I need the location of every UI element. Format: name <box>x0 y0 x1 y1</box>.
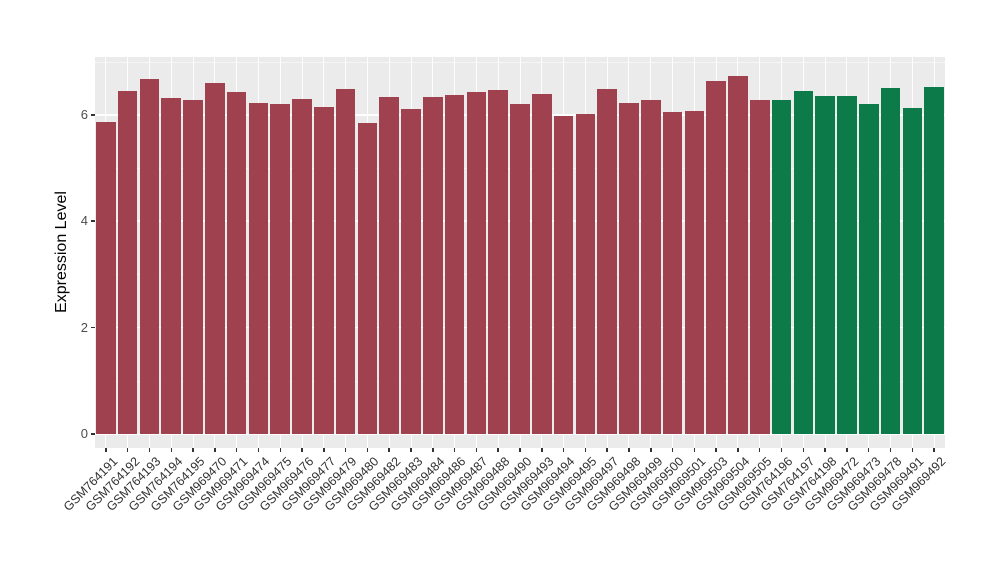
x-tick-mark <box>889 448 892 452</box>
bar <box>531 93 552 434</box>
x-tick-mark <box>148 448 151 452</box>
bar <box>684 110 705 434</box>
bar <box>96 121 116 434</box>
x-tick-mark <box>432 448 434 452</box>
x-tick-mark <box>541 448 543 452</box>
bar <box>662 112 683 434</box>
bar <box>640 99 661 434</box>
bar <box>880 88 901 434</box>
x-tick-mark <box>497 448 499 452</box>
bar <box>510 104 530 434</box>
x-tick-mark <box>323 448 325 452</box>
bar <box>488 89 508 434</box>
gridline-minor <box>95 61 945 63</box>
bar <box>749 99 770 434</box>
bar <box>858 104 879 434</box>
bar <box>902 108 923 434</box>
x-tick-mark <box>846 448 848 452</box>
x-tick-mark <box>519 448 521 452</box>
x-tick-mark <box>344 448 347 452</box>
x-tick-mark <box>192 448 194 452</box>
x-tick-mark <box>650 448 652 452</box>
y-tick-label: 0 <box>80 426 88 441</box>
x-tick-mark <box>584 448 587 452</box>
bar <box>292 98 312 434</box>
y-tick-label: 2 <box>80 319 88 335</box>
bar <box>728 76 748 434</box>
plot-panel <box>95 57 945 448</box>
bar <box>226 92 247 434</box>
x-tick-mark <box>475 448 478 452</box>
bar <box>248 102 269 434</box>
x-tick-mark <box>933 448 935 452</box>
x-tick-mark <box>388 448 390 452</box>
x-tick-mark <box>214 448 216 452</box>
bar <box>205 82 225 434</box>
gridline-major <box>95 433 945 435</box>
bar <box>466 92 487 434</box>
bar <box>553 115 574 434</box>
x-tick-mark <box>671 448 674 452</box>
y-tick-mark <box>91 326 95 329</box>
y-tick-mark <box>91 433 95 435</box>
x-tick-mark <box>453 448 456 452</box>
bar <box>379 97 400 434</box>
bar <box>619 103 639 434</box>
x-tick-mark <box>126 448 129 452</box>
bar <box>139 79 160 434</box>
bar <box>444 95 465 434</box>
bar <box>401 109 421 434</box>
x-tick-mark <box>366 448 369 452</box>
bar <box>270 104 291 434</box>
bar <box>423 97 443 434</box>
x-tick-mark <box>737 448 739 452</box>
x-tick-mark <box>410 448 412 452</box>
y-axis-title: Expression Level <box>53 191 70 313</box>
y-tick-label: 4 <box>80 213 88 229</box>
bar <box>793 90 814 434</box>
x-tick-mark <box>758 448 761 452</box>
y-tick-label: 6 <box>80 106 88 122</box>
x-tick-mark <box>867 448 870 452</box>
y-tick-mark <box>91 114 95 116</box>
x-tick-mark <box>606 448 608 452</box>
bar <box>771 99 792 434</box>
bar <box>161 97 182 434</box>
bar <box>706 81 726 434</box>
bar <box>837 96 857 434</box>
bar <box>575 113 596 434</box>
x-tick-mark <box>170 448 173 452</box>
bar <box>183 99 203 434</box>
x-tick-mark <box>279 448 281 452</box>
x-tick-mark <box>562 448 565 452</box>
x-tick-mark <box>257 448 260 452</box>
x-tick-mark <box>105 448 107 452</box>
x-tick-mark <box>780 448 783 452</box>
x-tick-mark <box>301 448 303 452</box>
x-tick-mark <box>628 448 630 452</box>
y-tick-mark <box>91 220 95 222</box>
bar <box>924 86 944 434</box>
bar <box>314 106 334 434</box>
bar <box>597 89 617 434</box>
bar <box>815 96 835 434</box>
x-tick-mark <box>911 448 914 452</box>
bar <box>335 89 356 434</box>
x-tick-mark <box>715 448 717 452</box>
bar <box>117 90 138 434</box>
bar <box>357 122 378 434</box>
x-tick-mark <box>824 448 826 452</box>
x-tick-mark <box>802 448 805 452</box>
x-tick-mark <box>235 448 238 452</box>
x-tick-mark <box>693 448 696 452</box>
